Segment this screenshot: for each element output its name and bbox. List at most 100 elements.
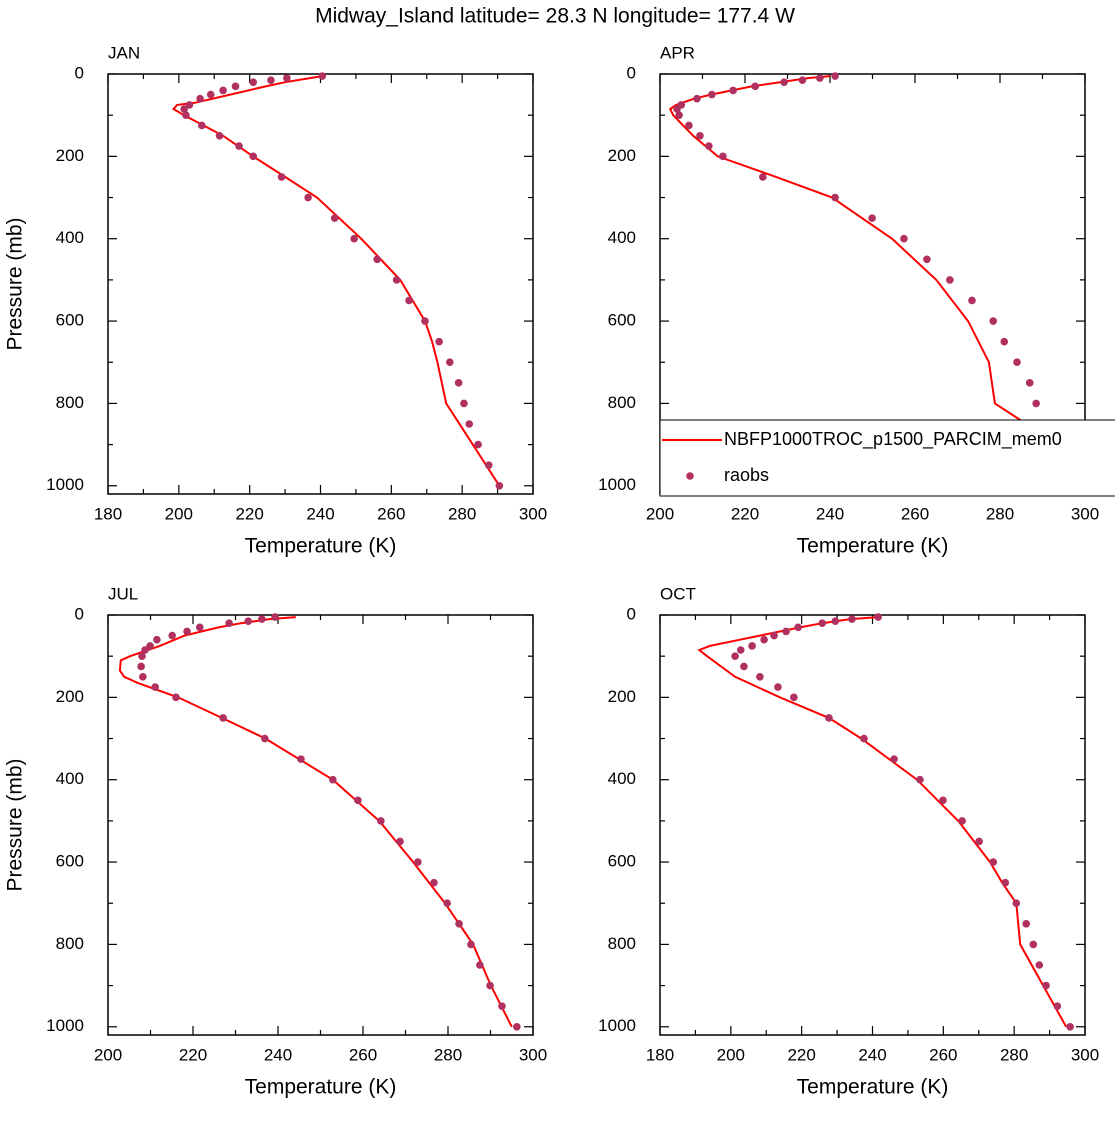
raob-point bbox=[445, 358, 454, 367]
raob-point bbox=[198, 121, 206, 130]
raob-point bbox=[455, 920, 463, 928]
raob-point bbox=[271, 613, 279, 621]
raob-point bbox=[168, 631, 176, 640]
raob-point bbox=[751, 82, 759, 91]
x-tick-label: 220 bbox=[179, 1045, 207, 1064]
raob-point bbox=[818, 619, 827, 628]
raob-point bbox=[196, 623, 204, 632]
raob-point bbox=[874, 613, 882, 621]
raob-point bbox=[185, 101, 194, 109]
raob-point bbox=[249, 152, 258, 161]
raob-point bbox=[958, 817, 966, 825]
raob-point bbox=[153, 635, 161, 644]
x-axis-label: Temperature (K) bbox=[245, 1076, 397, 1099]
x-axis-label: Temperature (K) bbox=[797, 1076, 949, 1099]
raob-point bbox=[180, 105, 188, 113]
y-tick-label: 200 bbox=[56, 687, 84, 706]
panel-title: APR bbox=[660, 43, 695, 62]
raob-point bbox=[277, 173, 286, 181]
raob-point bbox=[693, 94, 701, 103]
y-tick-label: 0 bbox=[75, 604, 84, 623]
raob-point bbox=[249, 78, 258, 87]
raob-point bbox=[989, 858, 998, 866]
y-tick-label: 1000 bbox=[46, 475, 84, 494]
plot-area bbox=[697, 613, 1074, 1031]
raob-point bbox=[831, 617, 840, 625]
raob-point bbox=[748, 642, 756, 650]
legend-marker bbox=[686, 472, 694, 480]
y-tick-label: 400 bbox=[608, 769, 636, 788]
raob-point bbox=[474, 440, 482, 449]
raob-point bbox=[304, 193, 312, 202]
raob-point bbox=[759, 173, 767, 181]
raob-point bbox=[1012, 899, 1021, 908]
raob-point bbox=[677, 101, 686, 109]
raob-point bbox=[329, 775, 337, 784]
x-tick-label: 300 bbox=[519, 1045, 547, 1064]
raob-point bbox=[206, 90, 215, 99]
raob-point bbox=[225, 619, 233, 628]
raob-point bbox=[756, 672, 764, 681]
raob-point bbox=[825, 714, 833, 722]
raob-point bbox=[939, 796, 947, 805]
raob-point bbox=[696, 131, 704, 140]
raob-point bbox=[868, 214, 876, 222]
x-axis-label: Temperature (K) bbox=[245, 535, 397, 558]
x-tick-label: 280 bbox=[1000, 1045, 1028, 1064]
raob-point bbox=[794, 623, 802, 632]
legend-label: raobs bbox=[724, 465, 769, 485]
y-tick-label: 800 bbox=[608, 934, 636, 953]
raob-point bbox=[1000, 337, 1009, 346]
raob-point bbox=[495, 481, 504, 490]
raob-point bbox=[1035, 961, 1044, 969]
x-tick-label: 260 bbox=[901, 504, 929, 523]
y-axis-label: Pressure (mb) bbox=[4, 758, 27, 891]
raob-point bbox=[780, 78, 788, 87]
raob-point bbox=[1025, 379, 1034, 387]
x-tick-label: 180 bbox=[646, 1045, 674, 1064]
x-tick-label: 200 bbox=[94, 1045, 122, 1064]
x-tick-label: 220 bbox=[235, 504, 263, 523]
raob-point bbox=[172, 693, 180, 702]
profile-line bbox=[118, 616, 513, 1028]
raob-point bbox=[443, 899, 451, 908]
y-tick-label: 600 bbox=[608, 852, 636, 871]
raob-point bbox=[968, 296, 976, 305]
raob-point bbox=[318, 72, 327, 80]
raob-point bbox=[498, 1002, 506, 1010]
raob-point bbox=[790, 693, 798, 702]
x-tick-label: 300 bbox=[519, 504, 547, 523]
raob-point bbox=[141, 646, 149, 654]
raob-point bbox=[396, 837, 404, 846]
raob-point bbox=[900, 234, 908, 243]
raob-point bbox=[831, 193, 839, 202]
x-axis-label: Temperature (K) bbox=[797, 535, 949, 558]
raob-point bbox=[989, 317, 997, 325]
raob-point bbox=[946, 276, 954, 284]
raob-point bbox=[235, 142, 243, 150]
x-tick-label: 280 bbox=[448, 504, 476, 523]
raob-point bbox=[736, 646, 745, 654]
y-tick-label: 200 bbox=[608, 146, 636, 165]
raob-point bbox=[685, 121, 693, 130]
raob-point bbox=[219, 86, 227, 95]
x-tick-label: 240 bbox=[264, 1045, 292, 1064]
x-tick-label: 260 bbox=[377, 504, 405, 523]
y-tick-label: 600 bbox=[56, 852, 84, 871]
raob-point bbox=[414, 858, 422, 866]
raob-point bbox=[705, 142, 713, 150]
raob-point bbox=[484, 461, 493, 469]
raob-point bbox=[774, 683, 782, 691]
panel: APR Temperature (K) 200 220 240 260 280 300 0 200… bbox=[598, 43, 1115, 558]
raob-point bbox=[151, 683, 159, 691]
raob-point bbox=[860, 734, 868, 743]
raob-point bbox=[373, 255, 381, 264]
x-tick-label: 260 bbox=[929, 1045, 957, 1064]
raob-point bbox=[460, 399, 468, 408]
raob-point bbox=[354, 796, 362, 805]
x-tick-label: 220 bbox=[787, 1045, 815, 1064]
raob-point bbox=[513, 1022, 521, 1031]
y-tick-label: 800 bbox=[56, 934, 84, 953]
y-tick-label: 400 bbox=[56, 769, 84, 788]
